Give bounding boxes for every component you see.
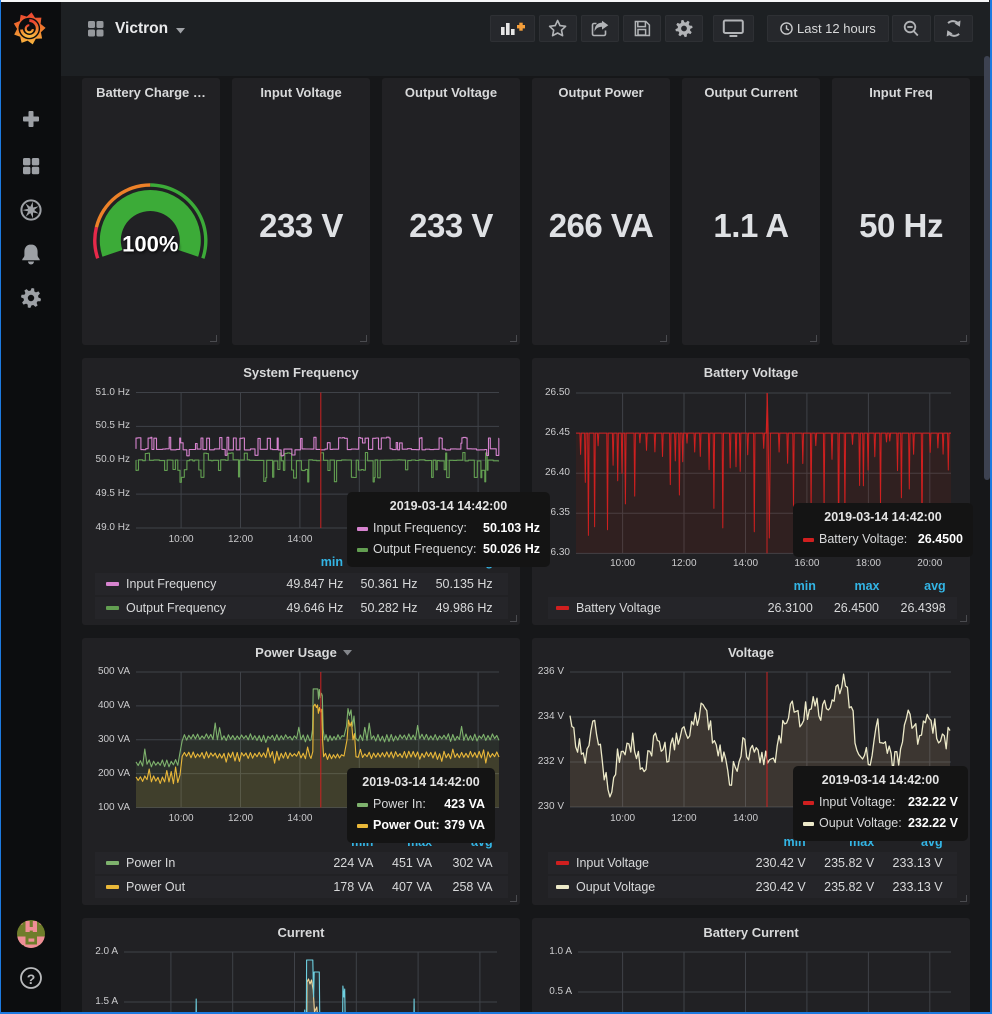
svg-text:100%: 100%	[122, 232, 178, 257]
